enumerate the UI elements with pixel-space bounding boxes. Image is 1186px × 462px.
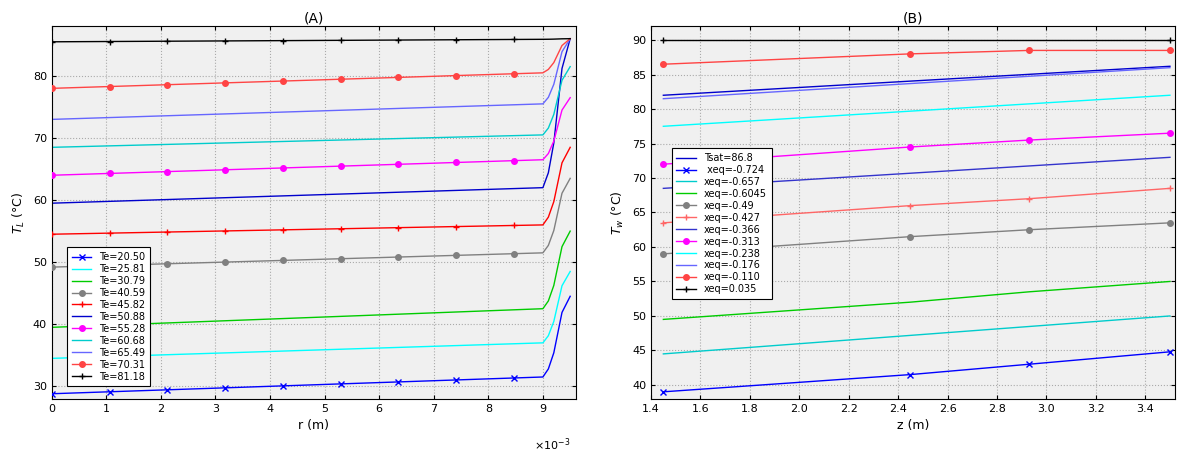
X-axis label: z (m): z (m) bbox=[897, 419, 929, 432]
Legend: Te=20.50, Te=25.81, Te=30.79, Te=40.59, Te=45.82, Te=50.88, Te=55.28, Te=60.68, : Te=20.50, Te=25.81, Te=30.79, Te=40.59, … bbox=[68, 247, 151, 386]
Y-axis label: $T_L$ (°C): $T_L$ (°C) bbox=[11, 191, 27, 234]
Title: (A): (A) bbox=[304, 11, 324, 25]
Text: $\times10^{-3}$: $\times10^{-3}$ bbox=[534, 436, 570, 453]
X-axis label: r (m): r (m) bbox=[298, 419, 330, 432]
Title: (B): (B) bbox=[903, 11, 923, 25]
Legend: Tsat=86.8,  xeq=-0.724, xeq=-0.657, xeq=-0.6045, xeq=-0.49, xeq=-0.427, xeq=-0.3: Tsat=86.8, xeq=-0.724, xeq=-0.657, xeq=-… bbox=[671, 148, 772, 299]
Y-axis label: $T_w$ (°C): $T_w$ (°C) bbox=[611, 190, 626, 235]
